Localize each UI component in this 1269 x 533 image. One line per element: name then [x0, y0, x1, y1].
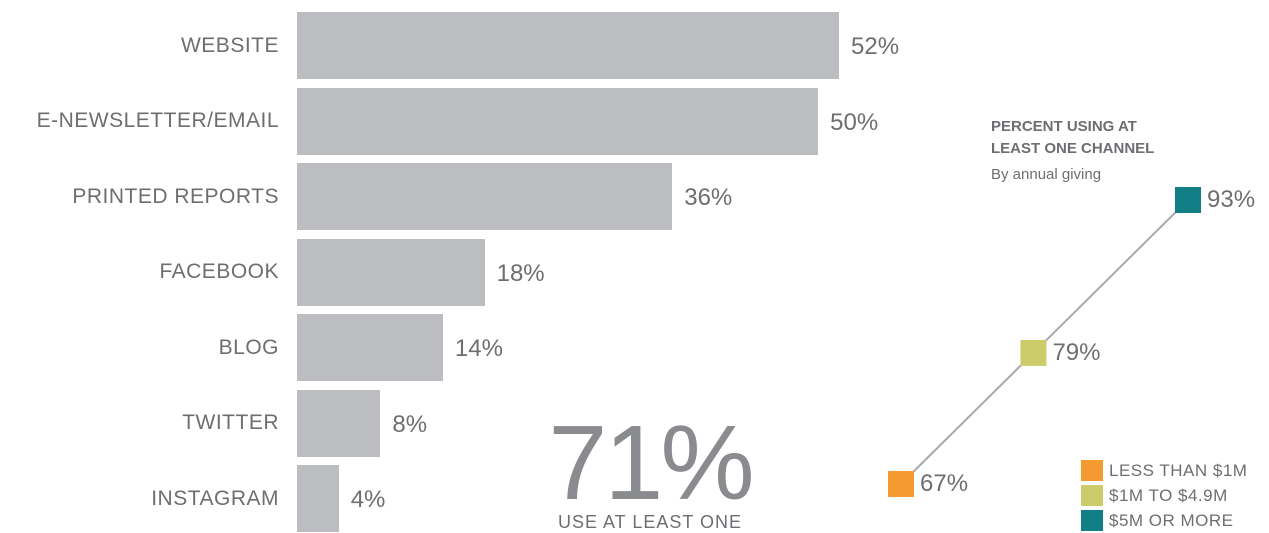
- dot-value-label: 93%: [1207, 186, 1256, 213]
- legend-swatch: [1081, 510, 1103, 531]
- dot-marker: [1020, 339, 1047, 366]
- summary-big-number: 71%: [548, 404, 754, 522]
- summary-caption: USE AT LEAST ONE: [557, 512, 743, 532]
- bar: [297, 389, 381, 457]
- bar-value-label: 36%: [684, 184, 733, 211]
- bar-value-label: 52%: [851, 33, 900, 60]
- legend-item: $5M OR MORE: [1081, 508, 1247, 533]
- bar: [297, 163, 673, 230]
- bar-category-label: TWITTER: [182, 411, 279, 434]
- dot-plot-subtitle: By annual giving: [991, 166, 1102, 183]
- bar-category-label: BLOG: [218, 335, 279, 359]
- legend-swatch: [1081, 460, 1103, 481]
- legend-item: $1M TO $4.9M: [1081, 483, 1247, 508]
- dot-value-label: 67%: [920, 470, 969, 497]
- dot-marker: [888, 471, 914, 497]
- bar-value-label: 14%: [454, 335, 503, 362]
- bar: [297, 87, 819, 155]
- bar-category-label: E-NEWSLETTER/EMAIL: [36, 109, 279, 132]
- bar-value-label: 18%: [496, 259, 545, 287]
- bar: [297, 238, 485, 306]
- bar-value-label: 8%: [392, 410, 428, 438]
- bar-value-label: 50%: [830, 108, 879, 136]
- bar: [297, 465, 339, 532]
- dot-plot-title: PERCENT USING AT LEAST ONE CHANNEL: [991, 116, 1154, 160]
- dot-plot-title-line-1: PERCENT USING AT: [991, 118, 1137, 135]
- bar-value-label: 4%: [350, 486, 386, 513]
- bar: [297, 314, 443, 381]
- dot-plot-title-line-2: LEAST ONE CHANNEL: [991, 140, 1155, 157]
- bar-category-label: WEBSITE: [180, 33, 279, 57]
- bar: [297, 12, 839, 79]
- legend-item: LESS THAN $1M: [1081, 458, 1247, 483]
- bar-category-label: PRINTED REPORTS: [72, 184, 279, 208]
- legend-swatch: [1081, 485, 1103, 506]
- dot-marker: [1175, 187, 1201, 213]
- legend-label: $1M TO $4.9M: [1109, 485, 1228, 505]
- bar-category-label: INSTAGRAM: [151, 486, 279, 510]
- dot-value-label: 79%: [1052, 338, 1101, 366]
- legend-label: $5M OR MORE: [1109, 510, 1234, 530]
- bar-category-label: FACEBOOK: [159, 260, 279, 283]
- legend: LESS THAN $1M $1M TO $4.9M $5M OR MORE: [1081, 458, 1247, 533]
- legend-label: LESS THAN $1M: [1109, 460, 1248, 480]
